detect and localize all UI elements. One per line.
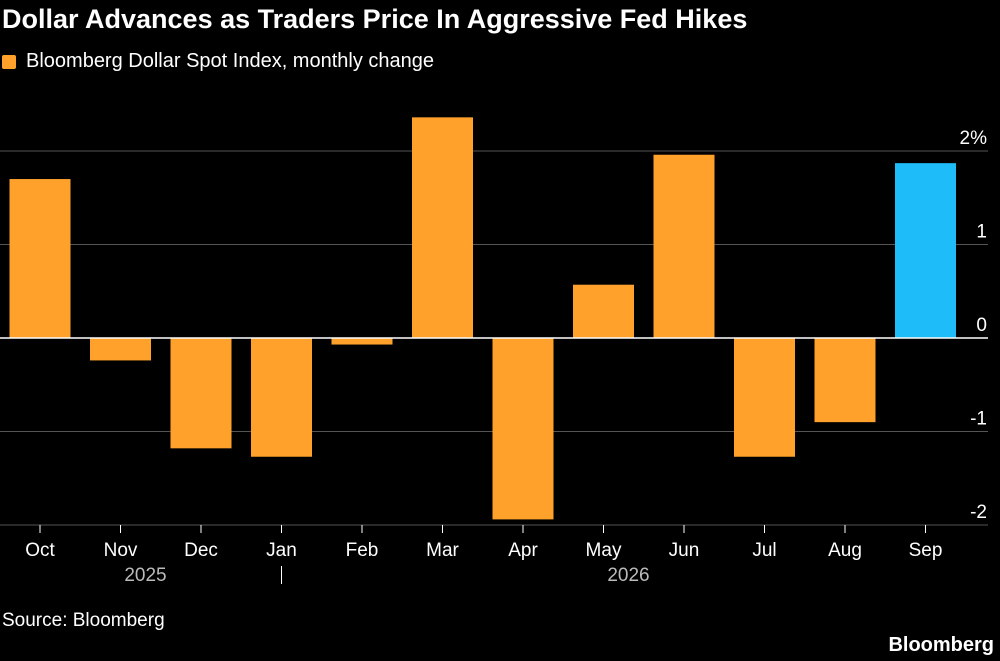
x-tick-label-dec: Dec xyxy=(184,540,218,561)
legend-swatch xyxy=(2,54,16,69)
x-tick-label-feb: Feb xyxy=(346,540,379,561)
bar-jul xyxy=(734,338,795,457)
year-label-2025: 2025 xyxy=(124,565,166,586)
chart-title: Dollar Advances as Traders Price In Aggr… xyxy=(2,4,748,34)
x-tick-label-apr: Apr xyxy=(508,540,538,561)
y-tick-label: 2% xyxy=(960,128,988,149)
legend-label: Bloomberg Dollar Spot Index, monthly cha… xyxy=(26,50,435,72)
bar-mar xyxy=(412,117,473,338)
bar-jun xyxy=(653,154,715,338)
bar-oct xyxy=(9,179,71,338)
x-tick-label-sep: Sep xyxy=(909,540,943,561)
x-tick-label-jul: Jul xyxy=(752,540,776,561)
x-tick-label-mar: Mar xyxy=(426,540,459,561)
legend: Bloomberg Dollar Spot Index, monthly cha… xyxy=(2,50,434,73)
x-tick-label-aug: Aug xyxy=(828,540,862,561)
y-tick-label: -1 xyxy=(970,409,987,430)
x-tick-label-oct: Oct xyxy=(25,540,55,561)
x-tick-label-jun: Jun xyxy=(669,540,700,561)
source-note: Source: Bloomberg xyxy=(2,610,165,631)
year-label-2026: 2026 xyxy=(607,565,649,586)
bar-aug xyxy=(814,338,876,423)
bloomberg-logo: Bloomberg xyxy=(888,634,994,656)
bar-may xyxy=(573,284,634,338)
bar-jan xyxy=(251,338,312,457)
bar-feb xyxy=(331,338,393,345)
y-tick-label: 1 xyxy=(976,222,987,243)
bar-chart: 2% 1 0 -1 -2 Oct Nov Dec Jan Feb Mar Apr May Jun Jul Au… xyxy=(0,117,988,586)
bar-nov xyxy=(90,338,151,361)
y-tick-label: -2 xyxy=(970,502,987,523)
y-tick-label: 0 xyxy=(976,315,987,336)
bar-apr xyxy=(492,338,554,520)
x-tick-label-may: May xyxy=(586,540,622,561)
bar-dec xyxy=(170,338,232,449)
x-tick-label-nov: Nov xyxy=(104,540,138,561)
bar-sep xyxy=(895,163,956,338)
x-tick-label-jan: Jan xyxy=(266,540,297,561)
